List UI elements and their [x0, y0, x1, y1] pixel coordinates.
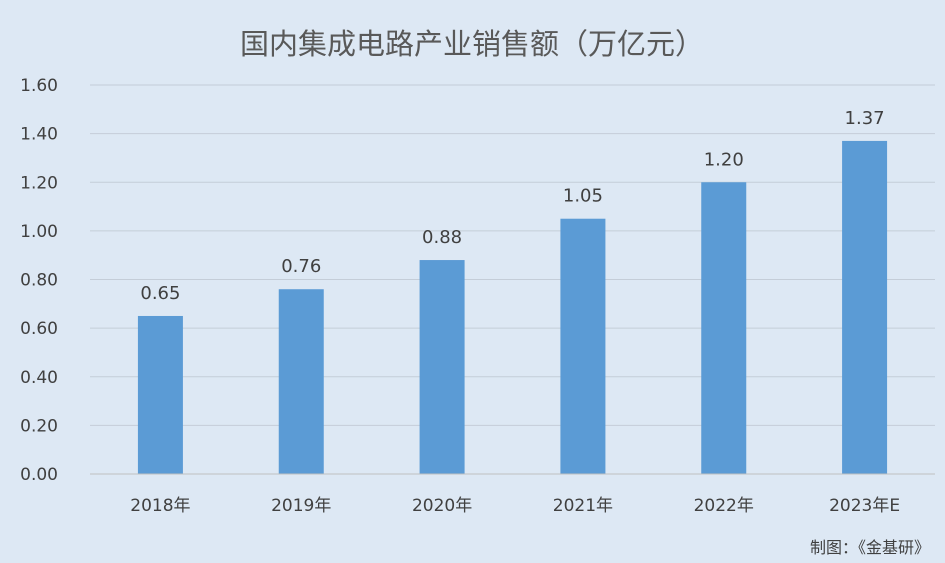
data-label: 1.37	[845, 108, 885, 129]
bar	[137, 315, 183, 474]
x-tick-label: 2021年	[553, 496, 613, 516]
data-label: 1.20	[704, 149, 744, 170]
bar	[419, 260, 465, 474]
bar	[701, 182, 747, 474]
data-label: 0.88	[422, 227, 462, 248]
chart-title: 国内集成电路产业销售额（万亿元）	[240, 27, 704, 61]
grid-layer	[90, 84, 935, 426]
x-tick-label: 2019年	[271, 496, 331, 516]
y-tick-label: 0.40	[20, 368, 58, 388]
x-tick-label: 2018年	[130, 496, 190, 516]
y-tick-label: 0.20	[20, 416, 58, 436]
x-tick-label: 2022年	[694, 496, 754, 516]
bar	[560, 218, 606, 474]
y-tick-label: 0.80	[20, 271, 58, 291]
bar	[842, 140, 888, 474]
x-tick-label: 2020年	[412, 496, 472, 516]
data-label: 1.05	[563, 186, 603, 207]
y-tick-label: 0.00	[20, 465, 58, 485]
y-tick-label: 0.60	[20, 319, 58, 339]
y-axis-ticks: 0.00 0.20 0.40 0.60 0.80 1.00 1.20 1.40 1.60	[20, 76, 58, 485]
data-labels: 0.65 0.76 0.88 1.05 1.20 1.37	[140, 108, 884, 304]
bar	[278, 289, 324, 474]
x-tick-label: 2023年E	[829, 496, 900, 516]
y-tick-label: 1.40	[20, 125, 58, 145]
x-axis-categories: 2018年 2019年 2020年 2021年 2022年 2023年E	[130, 496, 900, 516]
y-tick-label: 1.20	[20, 173, 58, 193]
bar-series	[137, 140, 888, 474]
y-tick-label: 1.60	[20, 76, 58, 96]
data-label: 0.65	[140, 283, 180, 304]
credit-label: 制图：《金基研》	[810, 538, 930, 557]
data-label: 0.76	[281, 256, 321, 277]
y-tick-label: 1.00	[20, 222, 58, 242]
